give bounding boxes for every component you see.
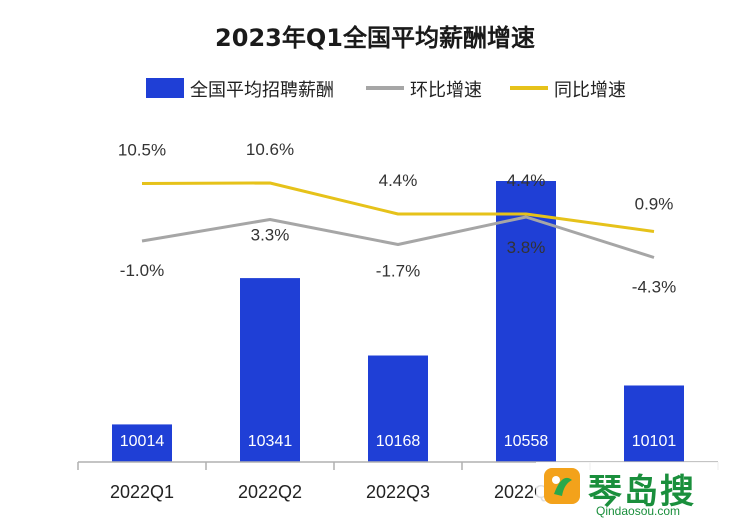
yoy-label-2022Q1: 10.5% xyxy=(118,141,166,160)
percent-label-group: 10.5% 10.6% 4.4% 4.4% 0.9% -1.0% 3.3% -1.7% 3.8%… xyxy=(118,140,676,297)
chart-title: 2023年Q1全国平均薪酬增速 xyxy=(215,24,535,52)
legend: 全国平均招聘薪酬 环比增速 同比增速 xyxy=(146,78,626,101)
bar-group xyxy=(112,181,684,462)
bar-2022Q3 xyxy=(368,355,428,462)
watermark-site: Qindaosou.com xyxy=(596,504,681,518)
yoy-label-2022Q4: 4.4% xyxy=(507,171,546,190)
watermark-name: 琴岛搜 xyxy=(588,472,696,512)
bar-label-group: 10014 10341 10168 10558 10101 xyxy=(120,433,677,450)
bar-2022Q1 xyxy=(112,424,172,462)
bar-2022Q2 xyxy=(240,278,300,462)
mom-label-2022Q2: 3.3% xyxy=(251,226,290,245)
legend-swatch-salary xyxy=(146,78,184,98)
watermark: 琴岛搜 Qindaosou.com xyxy=(536,462,746,520)
watermark-logo-icon xyxy=(544,468,580,504)
mom-label-2023Q1: -4.3% xyxy=(632,278,676,297)
line-yoy xyxy=(141,181,655,233)
legend-label-yoy: 同比增速 xyxy=(554,80,626,101)
x-tick-label-2022Q2: 2022Q2 xyxy=(238,482,302,502)
mom-label-2022Q1: -1.0% xyxy=(120,261,164,280)
line-group xyxy=(141,181,655,259)
yoy-label-2022Q3: 4.4% xyxy=(379,171,418,190)
mom-label-2022Q3: -1.7% xyxy=(376,262,420,281)
legend-label-salary: 全国平均招聘薪酬 xyxy=(190,80,334,101)
bar-2022Q4 xyxy=(496,181,556,462)
bar-value-label-2022Q3: 10168 xyxy=(376,433,421,450)
mom-label-2022Q4: 3.8% xyxy=(507,238,546,257)
x-tick-label-2022Q3: 2022Q3 xyxy=(366,482,430,502)
bar-value-label-2023Q1: 10101 xyxy=(632,433,677,450)
legend-label-mom: 环比增速 xyxy=(410,80,482,101)
x-tick-label-2022Q1: 2022Q1 xyxy=(110,482,174,502)
line-mom xyxy=(141,215,655,259)
bar-value-label-2022Q1: 10014 xyxy=(120,433,165,450)
bar-value-label-2022Q4: 10558 xyxy=(504,433,549,450)
yoy-label-2023Q1: 0.9% xyxy=(635,195,674,214)
yoy-label-2022Q2: 10.6% xyxy=(246,140,294,159)
bar-value-label-2022Q2: 10341 xyxy=(248,433,293,450)
bar-2023Q1 xyxy=(624,385,684,462)
